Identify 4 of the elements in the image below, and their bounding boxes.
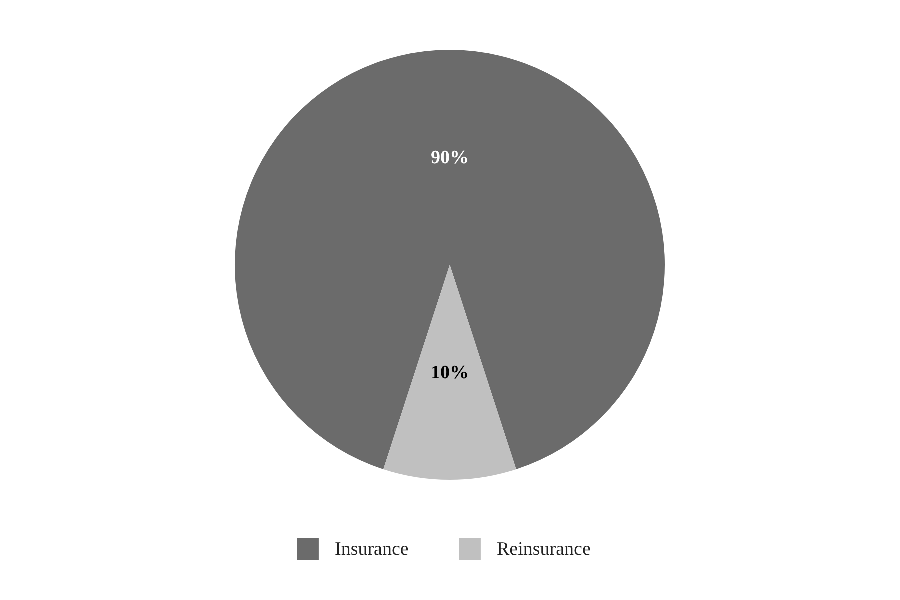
legend-label: Insurance — [335, 539, 409, 560]
legend-label: Reinsurance — [497, 539, 591, 560]
data-label: 10% — [431, 362, 469, 384]
data-label: 90% — [431, 148, 469, 168]
